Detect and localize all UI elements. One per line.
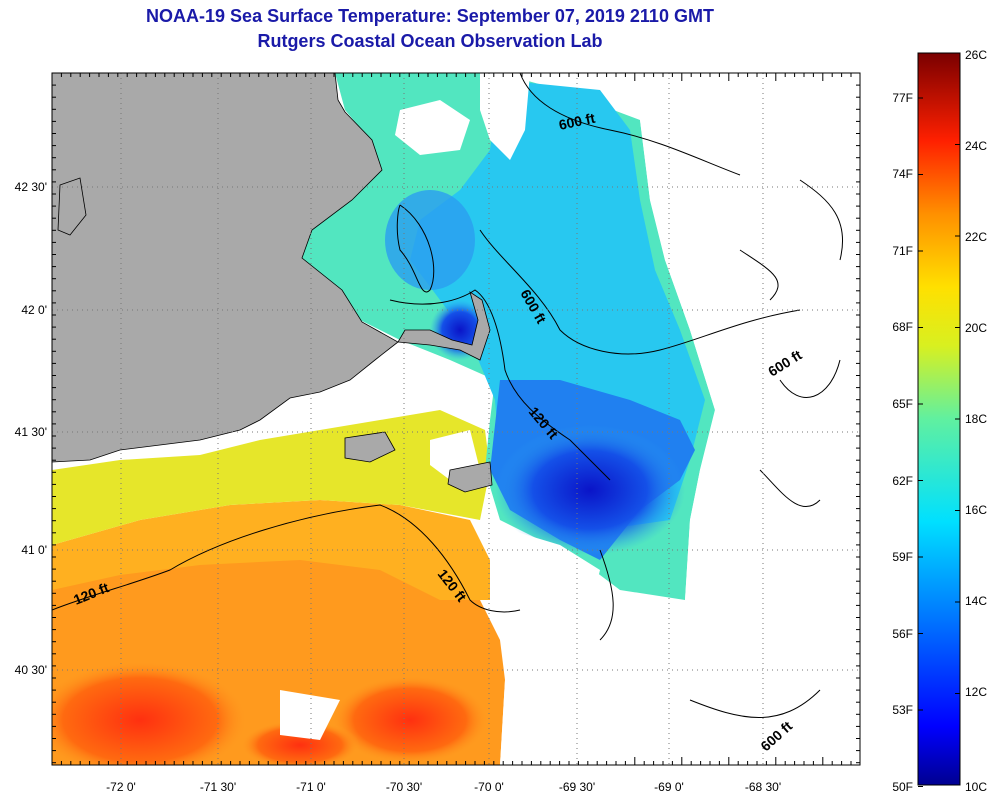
celsius-label: 26C [965, 48, 987, 62]
cloud-gap [395, 100, 470, 155]
red-water-patch [240, 720, 360, 765]
depth-label: 600 ft [557, 110, 596, 133]
celsius-label: 22C [965, 230, 987, 244]
frame-ticks [51, 72, 860, 765]
lon-tick-label: -72 0' [106, 780, 136, 794]
cloud-gap [280, 690, 340, 740]
celsius-label: 24C [965, 139, 987, 153]
fahrenheit-label: 74F [892, 167, 913, 181]
fahrenheit-label: 71F [892, 244, 913, 258]
cyan-patch [385, 190, 475, 290]
cape-cod [397, 291, 491, 361]
red-water-patch [330, 675, 490, 765]
cold-water-core [495, 425, 685, 555]
longitude-labels: -72 0' -71 30' -71 0' -70 30' -70 0' -69… [106, 780, 781, 794]
fahrenheit-label: 50F [892, 780, 913, 794]
lon-tick-label: -68 30' [745, 780, 781, 794]
fahrenheit-label: 65F [892, 397, 913, 411]
fahrenheit-label: 77F [892, 91, 913, 105]
island [447, 461, 493, 493]
orange-water-region [52, 500, 490, 600]
lon-tick-label: -70 0' [474, 780, 504, 794]
lat-tick-label: 41 30' [15, 425, 47, 439]
fahrenheit-label: 62F [892, 474, 913, 488]
celsius-label: 16C [965, 503, 987, 517]
land-mass [52, 73, 399, 463]
celsius-label: 14C [965, 594, 987, 608]
chart-title: NOAA-19 Sea Surface Temperature: Septemb… [146, 6, 714, 26]
fahrenheit-label: 53F [892, 703, 913, 717]
lon-tick-label: -70 30' [386, 780, 422, 794]
chart-subtitle: Rutgers Coastal Ocean Observation Lab [257, 31, 603, 51]
cloud-gap [480, 73, 530, 160]
fahrenheit-label: 68F [892, 320, 913, 334]
cloud-gap [500, 620, 690, 765]
celsius-label: 10C [965, 780, 987, 794]
lat-tick-label: 41 0' [21, 543, 47, 557]
lat-tick-label: 42 0' [21, 303, 47, 317]
celsius-label: 18C [965, 412, 987, 426]
celsius-label: 12C [965, 685, 987, 699]
colorbar-celsius-labels: 26C 24C 22C 20C 18C 16C 14C 12C 10C [965, 48, 987, 794]
cloud-gap [640, 73, 860, 765]
latitude-labels: 42 30' 42 0' 41 30' 41 0' 40 30' [15, 180, 47, 677]
colorbar-fahrenheit-labels: 77F 74F 71F 68F 65F 62F 59F 56F 53F 50F [892, 91, 913, 794]
island [57, 177, 87, 236]
celsius-label: 20C [965, 321, 987, 335]
lon-tick-label: -71 30' [200, 780, 236, 794]
lon-tick-label: -71 0' [296, 780, 326, 794]
graticule [52, 73, 860, 765]
lon-tick-label: -69 30' [559, 780, 595, 794]
colorbar [917, 52, 961, 786]
lon-tick-label: -69 0' [654, 780, 684, 794]
bathymetry-contours [52, 73, 844, 718]
fahrenheit-label: 59F [892, 550, 913, 564]
lat-tick-label: 42 30' [15, 180, 47, 194]
red-water-patch [52, 660, 250, 765]
lat-tick-label: 40 30' [15, 663, 47, 677]
island [344, 431, 396, 463]
colorbar-ticks [918, 52, 960, 787]
fahrenheit-label: 56F [892, 627, 913, 641]
